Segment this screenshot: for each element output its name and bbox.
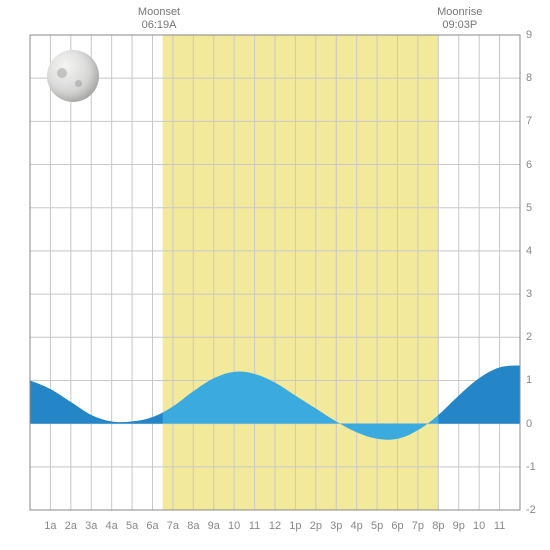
y-tick-label: 5 bbox=[526, 202, 532, 214]
y-tick-label: 9 bbox=[526, 29, 532, 41]
x-tick-label: 10 bbox=[228, 520, 240, 532]
x-tick-label: 4p bbox=[351, 520, 363, 532]
y-tick-label: 4 bbox=[526, 245, 532, 257]
x-tick-label: 2a bbox=[65, 520, 77, 532]
moonset-time: 06:19A bbox=[134, 19, 184, 32]
x-tick-label: 12 bbox=[269, 520, 281, 532]
moonset-title: Moonset bbox=[138, 6, 180, 18]
y-tick-label: -2 bbox=[526, 504, 536, 516]
x-tick-label: 4a bbox=[106, 520, 118, 532]
x-tick-label: 3a bbox=[85, 520, 97, 532]
y-tick-label: 7 bbox=[526, 115, 532, 127]
y-tick-label: 3 bbox=[526, 288, 532, 300]
x-tick-label: 9a bbox=[208, 520, 220, 532]
x-tick-label: 7p bbox=[412, 520, 424, 532]
moon-icon bbox=[47, 50, 99, 102]
y-tick-label: -1 bbox=[526, 461, 536, 473]
x-tick-label: 3p bbox=[330, 520, 342, 532]
y-tick-label: 1 bbox=[526, 374, 532, 386]
x-tick-label: 5a bbox=[126, 520, 138, 532]
tide-chart: -2-101234567891a2a3a4a5a6a7a8a9a1011121p… bbox=[0, 0, 550, 550]
x-tick-label: 8a bbox=[187, 520, 199, 532]
y-tick-label: 2 bbox=[526, 331, 532, 343]
moonrise-title: Moonrise bbox=[437, 6, 482, 18]
x-tick-label: 8p bbox=[432, 520, 444, 532]
x-tick-label: 1p bbox=[289, 520, 301, 532]
moonrise-time: 09:03P bbox=[435, 19, 485, 32]
x-tick-label: 7a bbox=[167, 520, 179, 532]
moonrise-label: Moonrise09:03P bbox=[435, 6, 485, 32]
x-tick-label: 10 bbox=[473, 520, 485, 532]
x-tick-label: 1a bbox=[44, 520, 56, 532]
x-tick-label: 6p bbox=[391, 520, 403, 532]
x-tick-label: 5p bbox=[371, 520, 383, 532]
x-tick-label: 6a bbox=[146, 520, 158, 532]
moonset-label: Moonset06:19A bbox=[134, 6, 184, 32]
x-tick-label: 11 bbox=[249, 520, 260, 532]
y-tick-label: 6 bbox=[526, 159, 532, 171]
x-tick-label: 11 bbox=[494, 520, 505, 532]
x-tick-label: 2p bbox=[310, 520, 322, 532]
y-tick-label: 8 bbox=[526, 72, 532, 84]
y-tick-label: 0 bbox=[526, 418, 532, 430]
x-tick-label: 9p bbox=[453, 520, 465, 532]
